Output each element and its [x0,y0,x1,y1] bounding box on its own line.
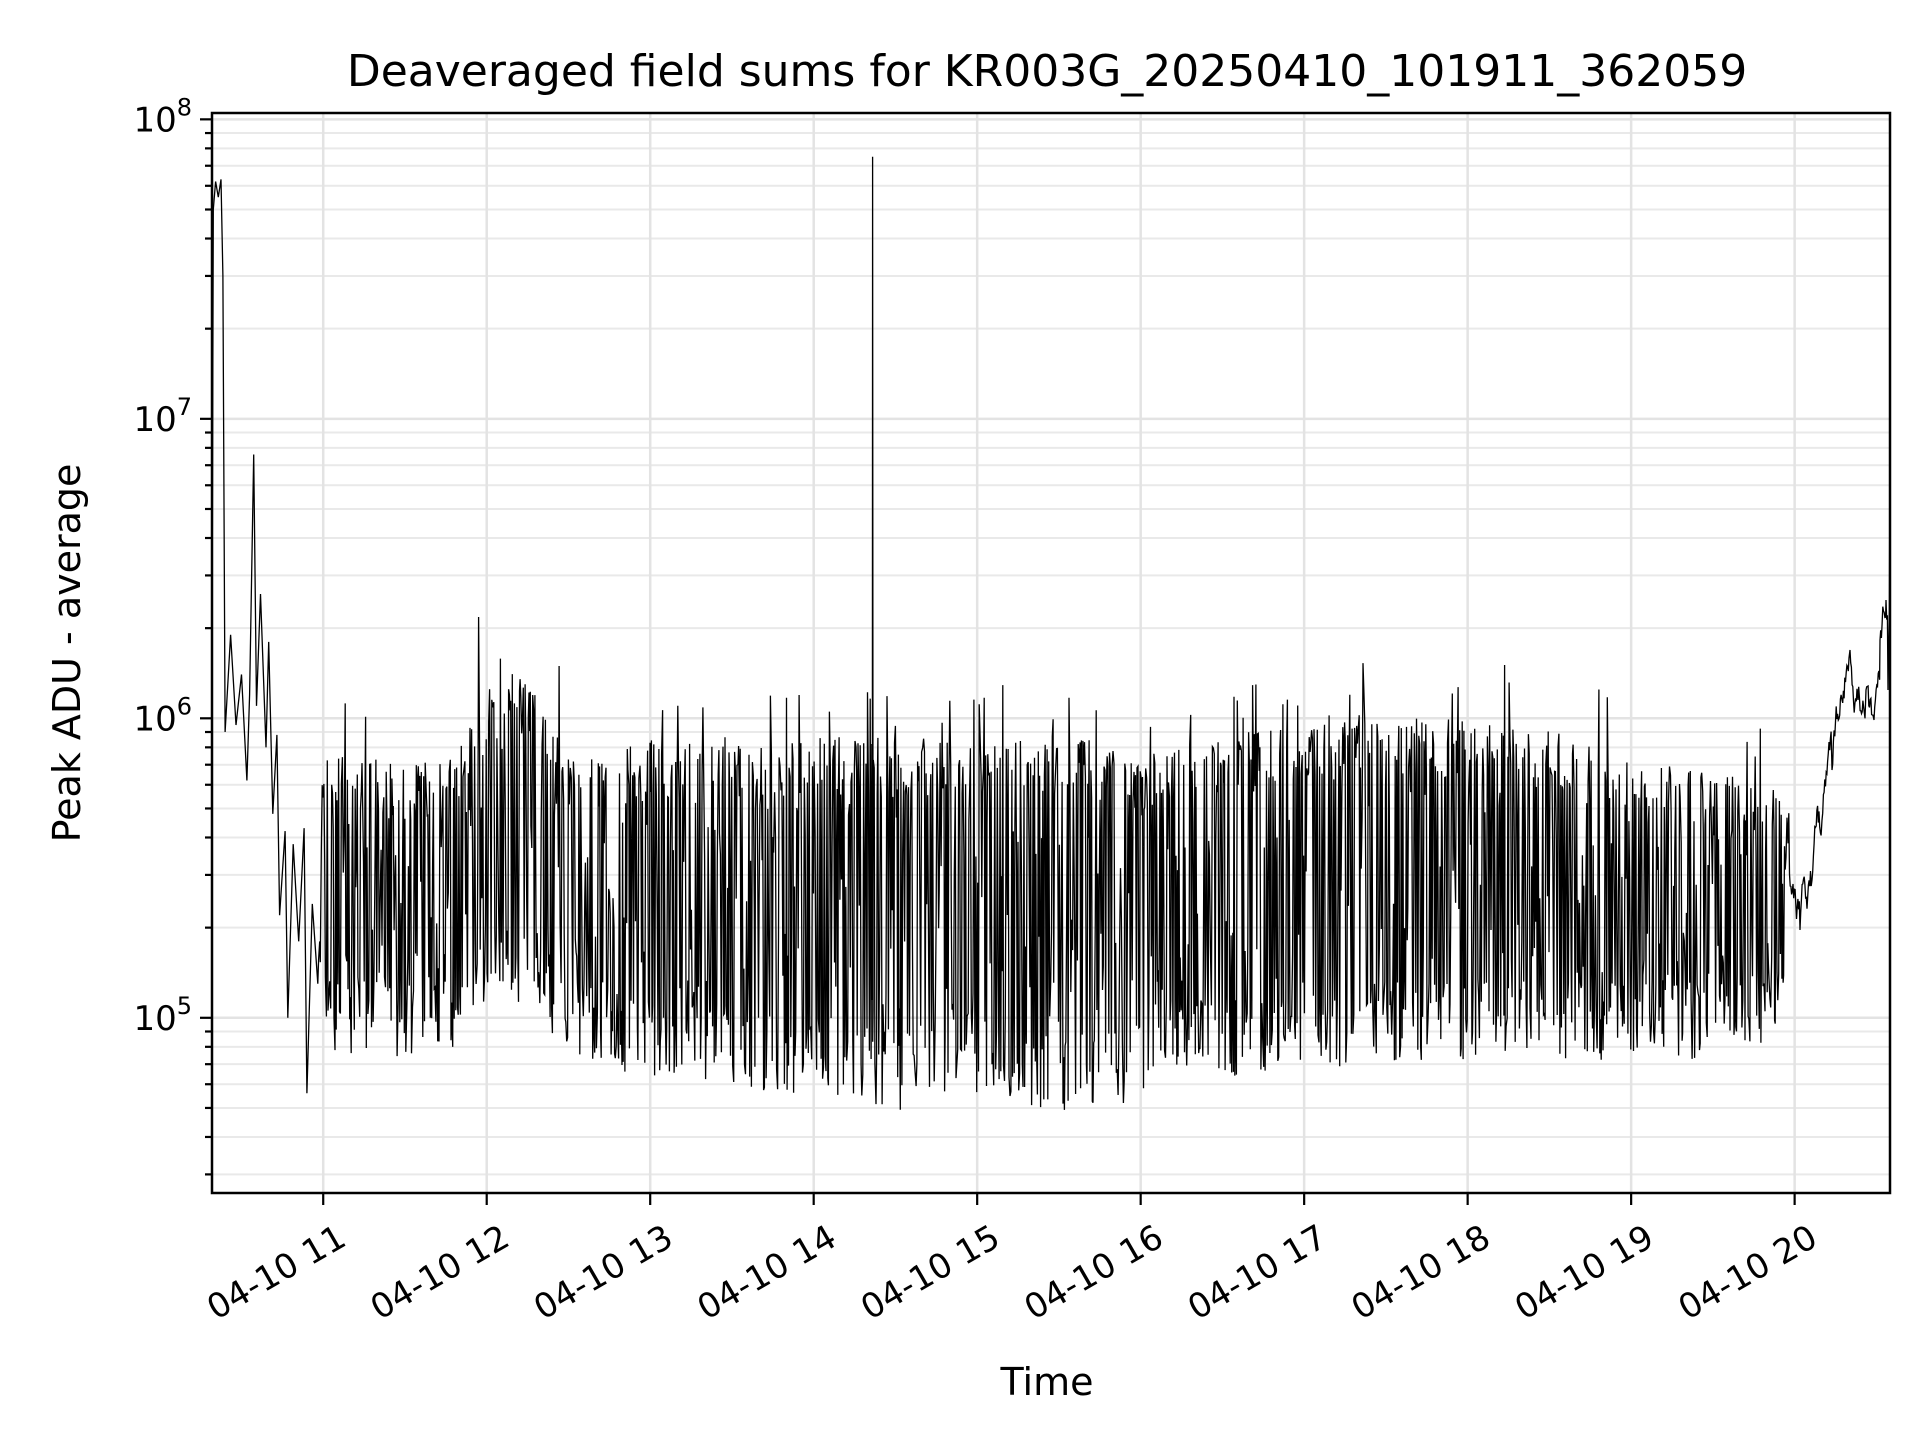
y-tick-label: 108 [133,93,192,140]
chart-title: Deaveraged field sums for KR003G_2025041… [347,46,1747,97]
series-layer [211,156,1891,1110]
y-tick-label: 107 [133,393,192,440]
y-axis-label: Peak ADU - average [45,464,89,843]
y-tick-label: 105 [133,992,192,1039]
y-tick-label: 106 [133,692,192,739]
plot-frame [210,111,1892,1195]
series-line [211,156,1891,1110]
x-axis-label: Time [1000,1360,1094,1404]
